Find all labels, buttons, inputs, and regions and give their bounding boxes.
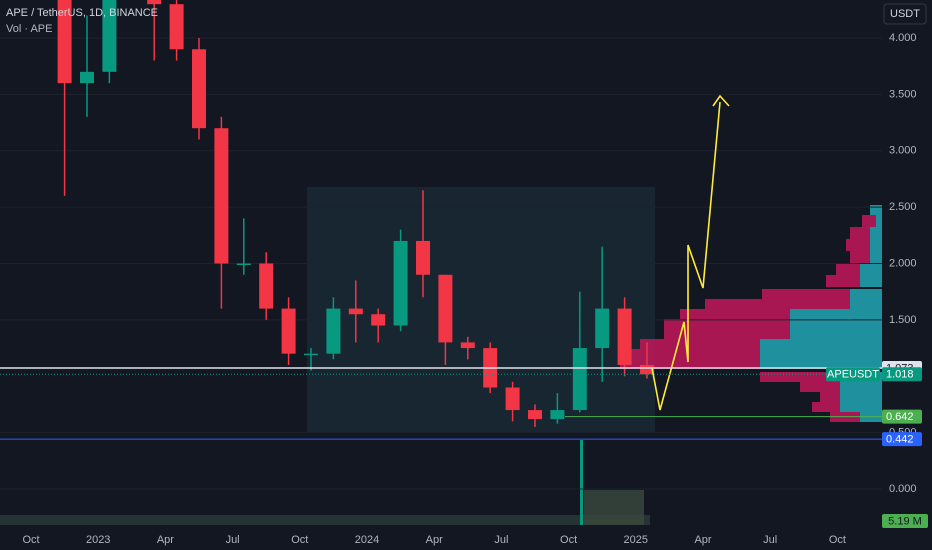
y-tick-label: 1.500 (889, 314, 917, 326)
candle-body (192, 49, 206, 129)
price-label-box (882, 432, 922, 447)
candle-body (304, 353, 318, 356)
y-tick-label: 2.000 (889, 257, 917, 269)
x-tick-label: Oct (829, 534, 846, 546)
candle-body (281, 308, 296, 354)
x-tick-label: Oct (560, 534, 577, 546)
candle-body (460, 342, 475, 349)
projection-arrow (712, 94, 730, 107)
candle-body (214, 128, 229, 264)
currency[interactable]: USDT (890, 8, 920, 20)
currency-button[interactable] (883, 3, 927, 25)
volume-bars (0, 440, 650, 525)
axes: 0.0000.5001.5002.0002.5003.0003.5004.000… (22, 32, 916, 546)
symbol-box (826, 367, 880, 382)
x-tick-label: Apr (426, 534, 443, 546)
x-tick-label: Oct (22, 534, 39, 546)
symbol-label: APEUSDT (827, 369, 879, 381)
y-tick-label: 2.500 (889, 201, 917, 213)
x-tick-label: Oct (291, 534, 308, 546)
x-tick-label: Apr (694, 534, 711, 546)
x-tick-label: Jul (226, 534, 240, 546)
volume-label: Vol · APE (6, 23, 52, 35)
candle-body (371, 314, 386, 326)
x-tick-label: 2023 (86, 534, 110, 546)
y-tick-label: 3.500 (889, 88, 917, 100)
price-label: 0.642 (886, 411, 914, 423)
candle-body (236, 263, 251, 265)
x-tick-label: Jul (494, 534, 508, 546)
candle-body (57, 0, 72, 84)
candle-body (617, 308, 632, 365)
candle-body (259, 263, 274, 309)
price-label: 0.442 (886, 434, 914, 446)
x-tick-label: Jul (763, 534, 777, 546)
y-tick-label: 4.000 (889, 32, 917, 44)
x-tick-label: Apr (157, 534, 174, 546)
x-tick-label: 2024 (355, 534, 379, 546)
candle-body (572, 348, 587, 411)
price-label-box (882, 409, 922, 424)
candle-body (640, 364, 654, 375)
candle-body (326, 308, 341, 354)
projection-path (651, 101, 721, 411)
volume-box (882, 514, 928, 528)
candle-body (169, 4, 184, 50)
last-price-box (882, 367, 922, 382)
last-price-label: 1.018 (886, 369, 914, 381)
candle-body (393, 240, 408, 326)
candle-body (80, 71, 94, 84)
candle-body (505, 387, 520, 411)
candle-body (348, 308, 363, 315)
candle-body (550, 410, 565, 420)
candle-body (438, 274, 453, 343)
candle-body (102, 0, 117, 72)
candle-body (147, 0, 162, 5)
y-tick-label: 3.000 (889, 145, 917, 157)
chart-title: APE / TetherUS, 1D, BINANCE (6, 7, 158, 19)
plot-area (0, 0, 882, 490)
volume-profile (620, 205, 882, 422)
candle-body (416, 240, 430, 275)
x-tick-label: 2025 (624, 534, 648, 546)
volume-last: 5.19 M (888, 515, 922, 527)
y-tick-label: 0.000 (889, 483, 917, 495)
candle-body (595, 308, 610, 349)
candle-body (528, 410, 542, 420)
